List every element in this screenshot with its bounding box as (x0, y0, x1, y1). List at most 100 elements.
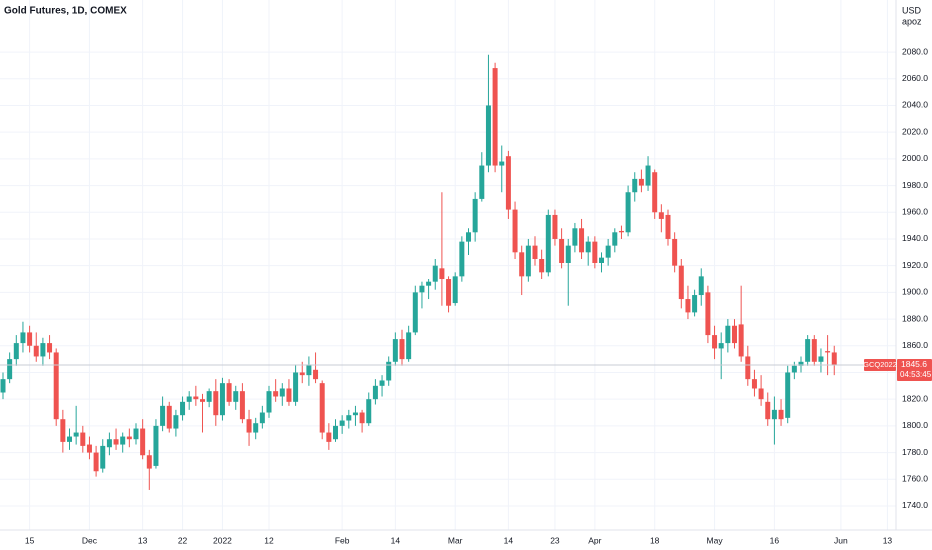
candle-body (658, 212, 664, 219)
axes: 1740.01760.01780.01800.01820.01840.01860… (25, 46, 932, 545)
candle-body (259, 412, 265, 424)
candle-body (372, 385, 378, 400)
candle-body (798, 361, 804, 366)
y-tick-label: 2080.0 (902, 46, 928, 56)
candle-body (519, 252, 525, 277)
candle-body (392, 339, 398, 362)
y-tick-label: 1920.0 (902, 260, 928, 270)
candle-body (426, 281, 432, 286)
candle-body (439, 268, 445, 280)
candle-body (186, 396, 192, 402)
x-tick-label: 13 (883, 535, 893, 545)
candle-body (605, 245, 611, 258)
candle-body (579, 228, 585, 253)
candle-body (432, 265, 438, 282)
candle-body (126, 436, 132, 440)
x-tick-label: May (707, 535, 724, 545)
candles (0, 54, 896, 490)
candle-body (100, 445, 106, 469)
candle-body (725, 325, 731, 344)
candle-body (406, 332, 412, 360)
candle-body (512, 209, 518, 253)
candle-body (233, 391, 239, 402)
candle-body (419, 285, 425, 293)
x-tick-label: 23 (550, 535, 560, 545)
y-tick-label: 1980.0 (902, 180, 928, 190)
candle-body (705, 292, 711, 336)
candle-body (133, 428, 139, 440)
candle-body (352, 412, 358, 416)
candle-body (86, 444, 92, 453)
x-tick-label: Mar (448, 535, 463, 545)
candle-body (452, 276, 458, 304)
candle-body (339, 420, 345, 426)
candle-body (485, 105, 491, 166)
candle-body (618, 230, 624, 233)
x-tick-label: Apr (588, 535, 601, 545)
x-tick-label: 13 (138, 535, 148, 545)
candle-body (672, 238, 678, 266)
candle-body (286, 388, 292, 402)
candle-body (791, 365, 797, 373)
candle-body (692, 295, 698, 313)
candle-body (505, 156, 511, 210)
candle-body (246, 419, 252, 433)
y-tick-label: 2020.0 (902, 126, 928, 136)
candle-body (193, 396, 199, 400)
candle-body (718, 343, 724, 349)
candle-body (106, 439, 112, 448)
x-tick-label: Feb (335, 535, 350, 545)
candle-body (293, 372, 299, 402)
candle-body (785, 372, 791, 418)
candle-body (545, 214, 551, 273)
candle-body (745, 356, 751, 380)
candle-body (366, 399, 372, 424)
candle-body (266, 391, 272, 413)
candle-body (273, 391, 279, 397)
candle-body (499, 161, 505, 166)
candle-body (160, 405, 166, 426)
candle-body (492, 68, 498, 166)
candle-body (685, 299, 691, 313)
candle-body (40, 343, 46, 357)
candle-body (146, 455, 152, 469)
candle-body (758, 388, 764, 400)
candle-body (612, 232, 618, 246)
candle-body (239, 391, 245, 420)
y-tick-label: 1960.0 (902, 207, 928, 217)
candle-body (412, 292, 418, 333)
candle-body (632, 178, 638, 193)
candle-body (47, 343, 53, 353)
symbol-badge (864, 358, 896, 371)
candle-body (213, 391, 219, 416)
candle-body (765, 401, 771, 420)
candle-body (638, 178, 644, 186)
currency: USD (902, 5, 922, 15)
candle-body (180, 401, 186, 416)
candle-body (805, 339, 811, 362)
candle-body (80, 432, 86, 446)
candle-body (346, 415, 352, 421)
candle-body (93, 452, 99, 472)
candle-body (53, 352, 59, 420)
candle-body (625, 192, 631, 233)
candle-body (120, 436, 126, 445)
candle-body (206, 391, 212, 402)
candle-body (299, 372, 305, 376)
symbol-label: GCQ2022 (863, 360, 897, 369)
candle-body (572, 228, 578, 246)
unit: apoz (902, 16, 922, 26)
candle-body (738, 324, 744, 357)
candle-body (479, 165, 485, 199)
x-tick-label: Dec (82, 535, 98, 545)
candle-body (778, 409, 784, 420)
candle-body (825, 351, 831, 353)
candle-body (33, 345, 39, 357)
price-badge (897, 358, 932, 381)
candle-body (665, 214, 671, 239)
x-tick-label: Jun (834, 535, 848, 545)
candle-body (313, 369, 319, 380)
candle-body (226, 383, 232, 402)
x-tick-label: 2022 (213, 535, 232, 545)
